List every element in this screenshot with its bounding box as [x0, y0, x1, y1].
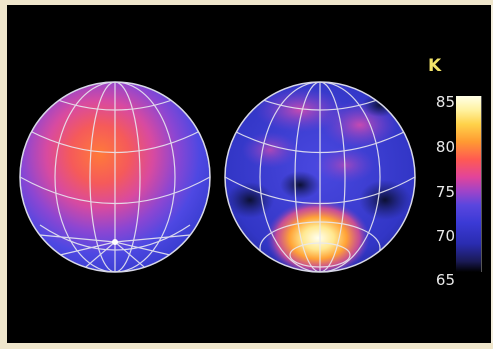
colorbar-tick: 80	[435, 138, 455, 156]
top-border	[0, 0, 493, 5]
colorbar-unit-label: K	[428, 56, 442, 76]
bottom-border	[0, 343, 493, 349]
temperature-colorbar	[456, 96, 482, 272]
colorbar-tick: 65	[435, 271, 455, 289]
right-globe	[224, 81, 416, 273]
left-globe	[19, 81, 211, 273]
colorbar-tick: 85	[435, 93, 455, 111]
left-border	[0, 0, 7, 349]
colorbar-tick: 75	[435, 183, 455, 201]
colorbar-tick: 70	[435, 227, 455, 245]
